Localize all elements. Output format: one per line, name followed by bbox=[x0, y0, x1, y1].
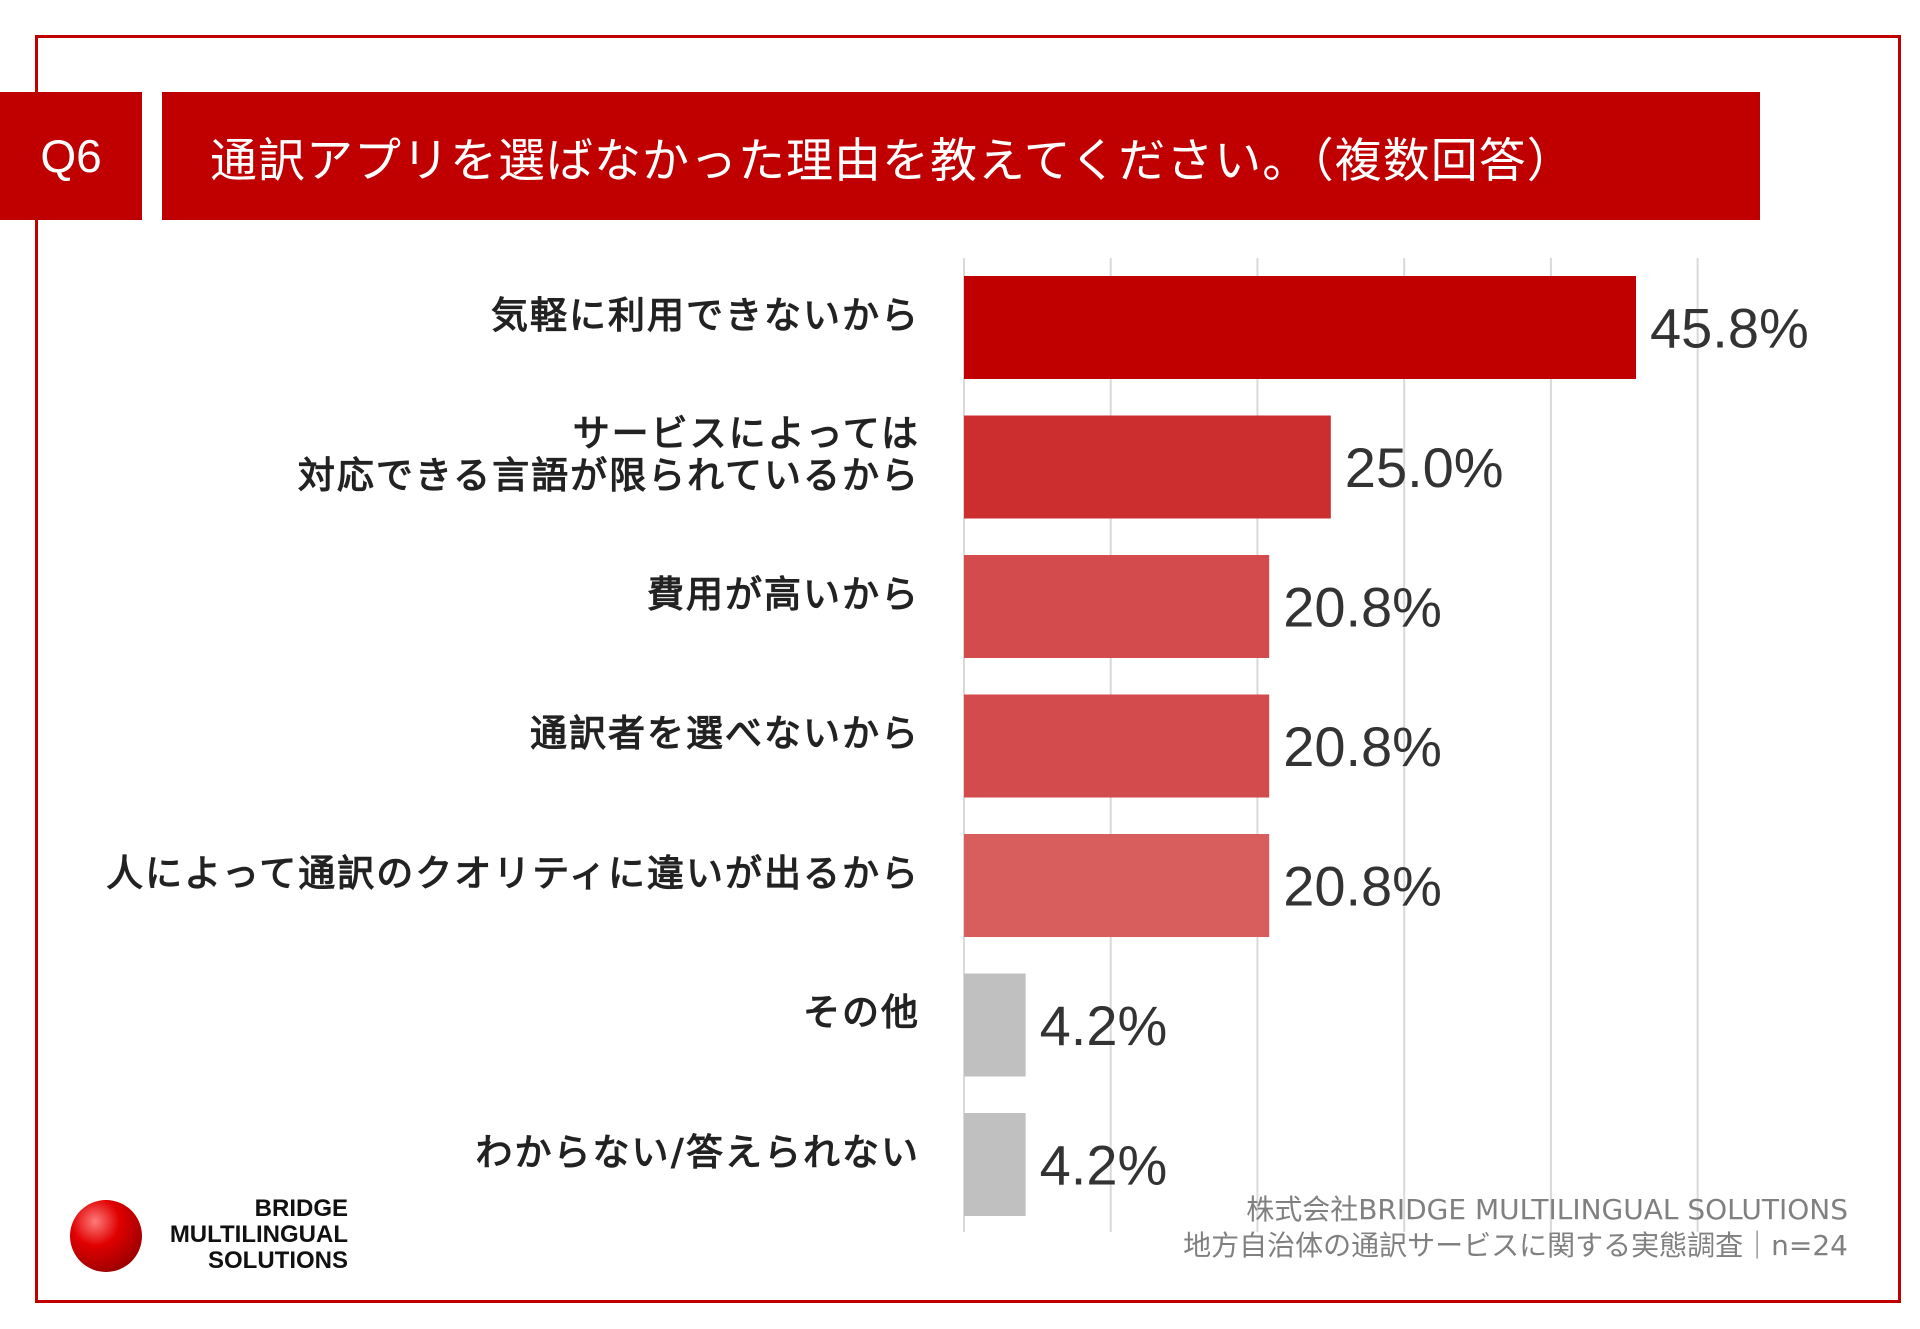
bar bbox=[964, 834, 1270, 937]
value-label: 4.2% bbox=[1040, 994, 1168, 1057]
value-label: 25.0% bbox=[1345, 436, 1504, 499]
category-label-line: 費用が高いから bbox=[647, 572, 920, 616]
bar bbox=[964, 1113, 1026, 1216]
category-label: その他 bbox=[20, 992, 920, 1034]
value-label: 20.8% bbox=[1283, 855, 1442, 918]
category-label-line: 人によって通訳のクオリティに違いが出るから bbox=[106, 851, 920, 895]
source-note: 株式会社BRIDGE MULTILINGUAL SOLUTIONS 地方自治体の… bbox=[1183, 1192, 1848, 1264]
bar bbox=[964, 973, 1026, 1077]
logo-ball-icon bbox=[70, 1200, 142, 1272]
value-label: 45.8% bbox=[1650, 297, 1809, 360]
value-label: 20.8% bbox=[1283, 715, 1442, 778]
category-label: サービスによっては 対応できる言語が限られているから bbox=[20, 413, 920, 497]
logo-text: BRIDGE MULTILINGUAL SOLUTIONS bbox=[169, 1195, 348, 1274]
company-logo: BRIDGE MULTILINGUAL SOLUTIONS bbox=[68, 1196, 348, 1278]
category-label-line: その他 bbox=[803, 991, 920, 1034]
source-survey: 地方自治体の通訳サービスに関する実態調査｜n=24 bbox=[1183, 1229, 1848, 1262]
category-label-line: わからない/答えられない bbox=[475, 1130, 920, 1174]
category-label-line: 気軽に利用できないから bbox=[491, 293, 920, 337]
bar bbox=[964, 694, 1270, 798]
value-label: 20.8% bbox=[1283, 576, 1442, 639]
chart-frame bbox=[35, 35, 1901, 1303]
category-label: 通訳者を選べないから bbox=[20, 713, 920, 755]
category-label: 人によって通訳のクオリティに違いが出るから bbox=[20, 851, 920, 895]
source-company: 株式会社BRIDGE MULTILINGUAL SOLUTIONS bbox=[1246, 1193, 1848, 1226]
category-label-line: 通訳者を選べないから bbox=[530, 712, 920, 755]
category-label: 費用が高いから bbox=[20, 572, 920, 616]
chart-title: 通訳アプリを選ばなかった理由を教えてください。（複数回答） bbox=[162, 92, 1760, 220]
category-label-line: サービスによっては bbox=[572, 412, 920, 455]
bar bbox=[964, 276, 1636, 379]
category-label-line: 対応できる言語が限られているから bbox=[297, 454, 920, 497]
category-label: 気軽に利用できないから bbox=[20, 293, 920, 337]
category-label: わからない/答えられない bbox=[20, 1130, 920, 1174]
bar bbox=[964, 555, 1270, 658]
value-label: 4.2% bbox=[1040, 1134, 1168, 1197]
bar bbox=[964, 415, 1331, 519]
question-number: Q6 bbox=[0, 92, 142, 220]
